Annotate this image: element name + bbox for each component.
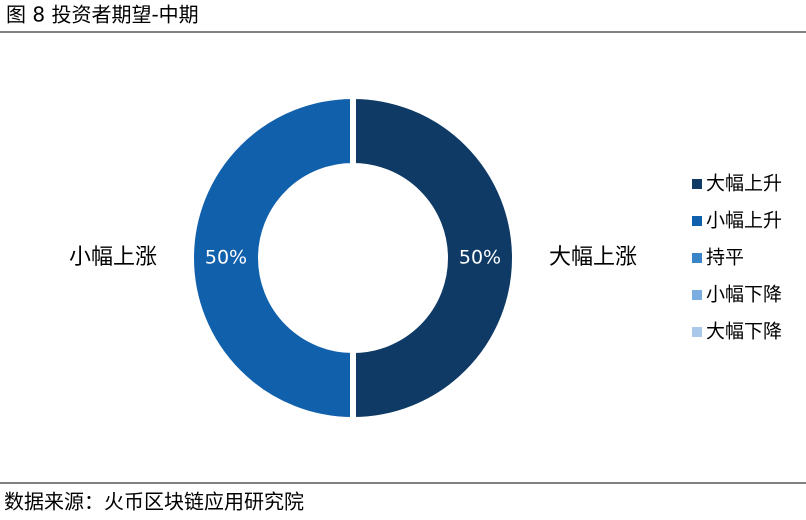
legend-swatch xyxy=(692,253,702,263)
slice-label: 小幅上涨 xyxy=(69,245,157,270)
legend-swatch xyxy=(692,327,702,337)
value-label: 50% xyxy=(459,247,501,269)
donut-slice xyxy=(188,92,356,424)
legend-swatch xyxy=(692,179,702,189)
legend-swatch xyxy=(692,290,702,300)
value-label: 50% xyxy=(205,247,247,269)
legend-label: 大幅下降 xyxy=(706,321,782,343)
slice-label: 大幅上涨 xyxy=(549,245,637,270)
source-note: 数据来源：火币区块链应用研究院 xyxy=(4,490,304,514)
chart-title: 图 8 投资者期望-中期 xyxy=(6,3,199,27)
legend-label: 小幅上升 xyxy=(706,210,782,232)
donut-slice xyxy=(350,92,518,424)
legend-label: 小幅下降 xyxy=(706,284,782,306)
legend-label: 持平 xyxy=(706,247,744,269)
legend-swatch xyxy=(692,216,702,226)
legend-label: 大幅上升 xyxy=(706,173,782,195)
